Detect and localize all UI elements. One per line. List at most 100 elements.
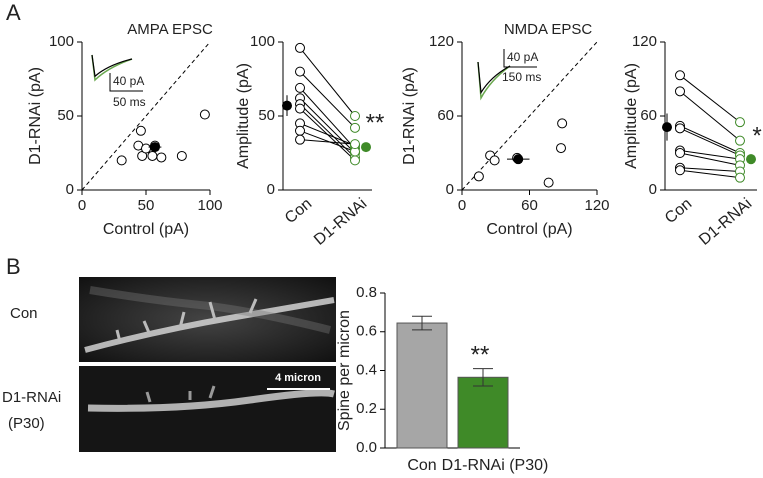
data-point [557,118,568,129]
pair-line [299,139,356,145]
data-point [675,165,685,176]
x-tick-label: Con [282,195,315,227]
pair-line [299,122,356,147]
mean-point [282,100,292,111]
data-point [675,148,685,158]
y-tick-label: 100 [250,33,275,50]
chart-title: NMDA EPSC [504,21,593,38]
significance: * [752,122,761,149]
inset-scale [109,73,143,92]
data-point [141,143,151,154]
y-tick-label: 50 [258,107,275,124]
y-tick-label: 0 [649,181,657,198]
data-point [735,117,745,128]
bar [396,322,448,449]
y-axis-label: D1-RNAi (pA) [401,67,418,165]
inset-scale-label: 40 pA [507,50,538,64]
inset-scale-label: 150 ms [502,70,541,84]
row-label: D1-RNAi [2,389,61,406]
inset-trace [477,61,511,101]
data-point [675,123,685,134]
pair-line [299,87,356,149]
y-tick-label: 120 [429,33,454,50]
bar [457,376,509,449]
data-point [295,66,305,77]
x-tick-label: 60 [521,197,538,214]
pair-line [679,167,741,172]
y-tick-label: 120 [632,33,657,50]
panel-label: A [6,0,21,25]
pair-line [299,103,356,158]
data-point [350,111,360,121]
micrograph-con [79,277,336,362]
data-point [147,150,158,161]
x-tick-label: 0 [78,197,86,214]
pair-line [679,74,741,123]
data-point [735,135,745,146]
y-axis-label: Amplitude (pA) [623,63,640,169]
data-point [735,172,745,183]
x-tick-label: 50 [138,197,155,214]
data-point [176,150,187,161]
inset-trace [477,61,511,95]
inset-scale-label: 40 pA [113,74,144,88]
data-point [489,155,500,166]
x-tick-label: 100 [197,197,222,214]
y-tick-label: 0.2 [356,400,377,417]
data-point [350,139,360,150]
pair-line [299,47,356,117]
row-label: Con [10,305,38,322]
data-point [295,134,305,145]
x-axis-label: Control (pA) [486,221,572,238]
inset-scale-label: 50 ms [113,95,146,109]
y-tick-label: 0.4 [356,361,377,378]
data-point [543,177,554,188]
data-point [199,109,210,120]
pair-line [679,169,741,179]
significance: ** [366,109,385,136]
micrograph-d1-rnai: 4 micron [79,366,336,452]
data-point [156,152,167,163]
x-axis-label: Control (pA) [103,221,189,238]
x-tick-label: Con [662,195,695,227]
inset-scale [503,49,537,68]
x-tick-label: D1-RNAi [696,195,755,249]
error-bar [473,368,493,387]
data-point [350,155,360,166]
y-tick-label: 0.8 [356,284,377,301]
data-point [473,171,484,182]
y-tick-label: 0 [267,181,275,198]
data-point [556,143,566,154]
data-point [135,125,146,136]
data-point [350,122,360,133]
identity-line [461,41,598,191]
mean-point [746,154,756,165]
chart-title: AMPA EPSC [127,21,213,38]
y-tick-label: 60 [437,107,454,124]
data-point [675,86,685,97]
y-tick-label: 0.0 [356,439,377,456]
scale-bar-label: 4 micron [275,372,321,384]
row-label: (P30) [8,415,45,432]
x-tick-label: D1-RNAi [311,195,370,249]
x-tick-label: Con [407,457,436,474]
pair-line [679,90,741,142]
significance: ** [471,341,490,368]
panel-label: B [6,254,21,279]
pair-line [679,127,741,156]
y-axis-label: Amplitude (pA) [235,63,252,169]
data-point [295,103,305,114]
mean-point [149,142,160,153]
y-axis-label: Spine per micron [336,310,353,431]
y-tick-label: 0.6 [356,323,377,340]
y-tick-label: 50 [57,107,74,124]
y-tick-label: 60 [640,107,657,124]
data-point [295,82,305,93]
pair-line [679,152,741,166]
data-point [116,155,127,166]
pair-line [299,71,356,129]
data-point [295,42,305,53]
mean-point [662,122,672,133]
mean-point [361,142,371,153]
inset-trace [91,54,133,78]
